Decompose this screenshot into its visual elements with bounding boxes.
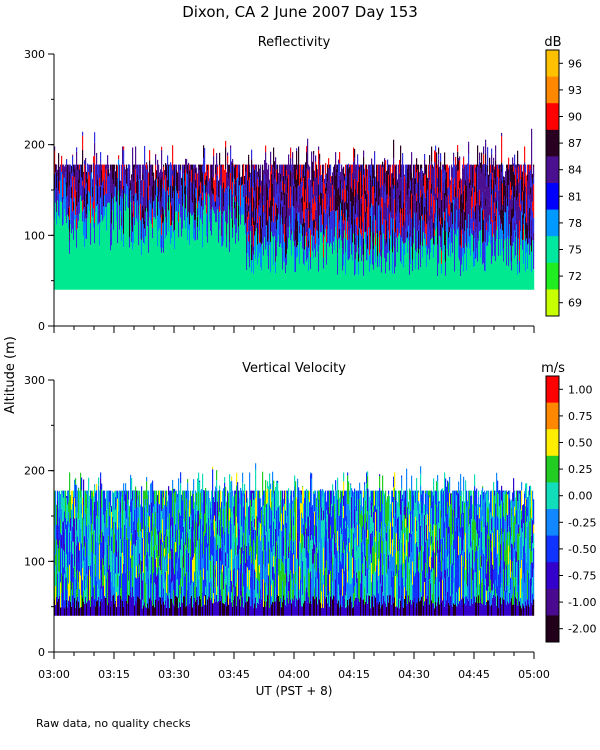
- colorbar-swatch: [546, 376, 559, 404]
- footer-note: Raw data, no quality checks: [36, 717, 191, 730]
- colorbar-swatch: [546, 156, 559, 184]
- colorbar-label: 93: [568, 84, 582, 97]
- x-axis-label: UT (PST + 8): [256, 684, 333, 698]
- colorbar-swatch: [546, 482, 559, 510]
- vertical-velocity-colorbar-unit: m/s: [541, 361, 565, 376]
- colorbar-label: 0.75: [568, 410, 593, 423]
- colorbar-label: 78: [568, 217, 582, 230]
- x-tick-label: 04:15: [338, 668, 370, 681]
- colorbar-swatch: [546, 129, 559, 157]
- y-tick-label: 200: [24, 139, 45, 152]
- y-tick-label: 300: [24, 374, 45, 387]
- x-tick-label: 03:45: [218, 668, 250, 681]
- colorbar-label: 69: [568, 297, 582, 310]
- vertical-velocity-panel: Vertical Velocity 0 100 200 300 03:00 03:15 03…: [24, 361, 596, 681]
- reflectivity-plot-area: [54, 128, 535, 290]
- vertical-velocity-plot-area: [54, 463, 535, 616]
- x-tick-label: 03:30: [158, 668, 190, 681]
- x-tick-label: 03:15: [98, 668, 130, 681]
- colorbar-swatch: [546, 289, 559, 317]
- colorbar-label: 0.00: [568, 490, 593, 503]
- colorbar-label: 1.00: [568, 383, 593, 396]
- colorbar-label: 81: [568, 190, 582, 203]
- reflectivity-colorbar: 96 93 90 87 84 81 78 75 72 69: [545, 49, 582, 317]
- colorbar-swatch: [546, 455, 559, 483]
- colorbar-label: -0.75: [568, 570, 596, 583]
- vertical-velocity-axes: 0 100 200 300 03:00 03:15 03:30 03:45 04:00 04:15…: [24, 374, 550, 681]
- colorbar-label: 0.25: [568, 463, 593, 476]
- reflectivity-panel: Reflectivity 0 100 200 300 dB 96 93 90 87 84 81 7…: [24, 35, 582, 333]
- y-axis-label: Altitude (m): [3, 336, 18, 414]
- colorbar-swatch: [546, 76, 559, 104]
- y-tick-label: 100: [24, 555, 45, 568]
- colorbar-label: 87: [568, 137, 582, 150]
- colorbar-label: 75: [568, 244, 582, 257]
- reflectivity-colorbar-unit: dB: [544, 35, 561, 50]
- vertical-velocity-colorbar: 1.00 0.75 0.50 0.25 0.00 -0.25 -0.50 -0.75 -1.00…: [545, 375, 596, 643]
- colorbar-label: -2.00: [568, 623, 596, 636]
- x-tick-label: 04:00: [278, 668, 310, 681]
- colorbar-swatch: [546, 429, 559, 457]
- x-tick-label: 04:45: [458, 668, 490, 681]
- colorbar-swatch: [546, 402, 559, 430]
- colorbar-swatch: [546, 236, 559, 264]
- reflectivity-title: Reflectivity: [258, 35, 331, 50]
- colorbar-label: -0.25: [568, 516, 596, 529]
- colorbar-label: 90: [568, 111, 582, 124]
- x-tick-label: 05:00: [518, 668, 550, 681]
- colorbar-label: 84: [568, 164, 582, 177]
- colorbar-swatch: [546, 535, 559, 563]
- colorbar-swatch: [546, 50, 559, 78]
- colorbar-label: -1.00: [568, 596, 596, 609]
- reflectivity-axes: 0 100 200 300: [24, 48, 535, 333]
- vertical-velocity-title: Vertical Velocity: [242, 361, 346, 376]
- colorbar-swatch: [546, 615, 559, 643]
- y-tick-label: 200: [24, 465, 45, 478]
- y-tick-label: 300: [24, 48, 45, 61]
- colorbar-label: -0.50: [568, 543, 596, 556]
- figure-title: Dixon, CA 2 June 2007 Day 153: [182, 3, 418, 21]
- x-tick-label: 04:30: [398, 668, 430, 681]
- colorbar-swatch: [546, 509, 559, 537]
- y-tick-label: 100: [24, 229, 45, 242]
- colorbar-swatch: [546, 103, 559, 131]
- y-tick-label: 0: [38, 320, 45, 333]
- colorbar-label: 72: [568, 270, 582, 283]
- colorbar-swatch: [546, 183, 559, 211]
- x-tick-label: 03:00: [38, 668, 70, 681]
- colorbar-swatch: [546, 562, 559, 590]
- colorbar-swatch: [546, 588, 559, 616]
- colorbar-label: 96: [568, 57, 582, 70]
- colorbar-label: 0.50: [568, 437, 593, 450]
- y-tick-label: 0: [38, 646, 45, 659]
- colorbar-swatch: [546, 262, 559, 290]
- colorbar-swatch: [546, 209, 559, 237]
